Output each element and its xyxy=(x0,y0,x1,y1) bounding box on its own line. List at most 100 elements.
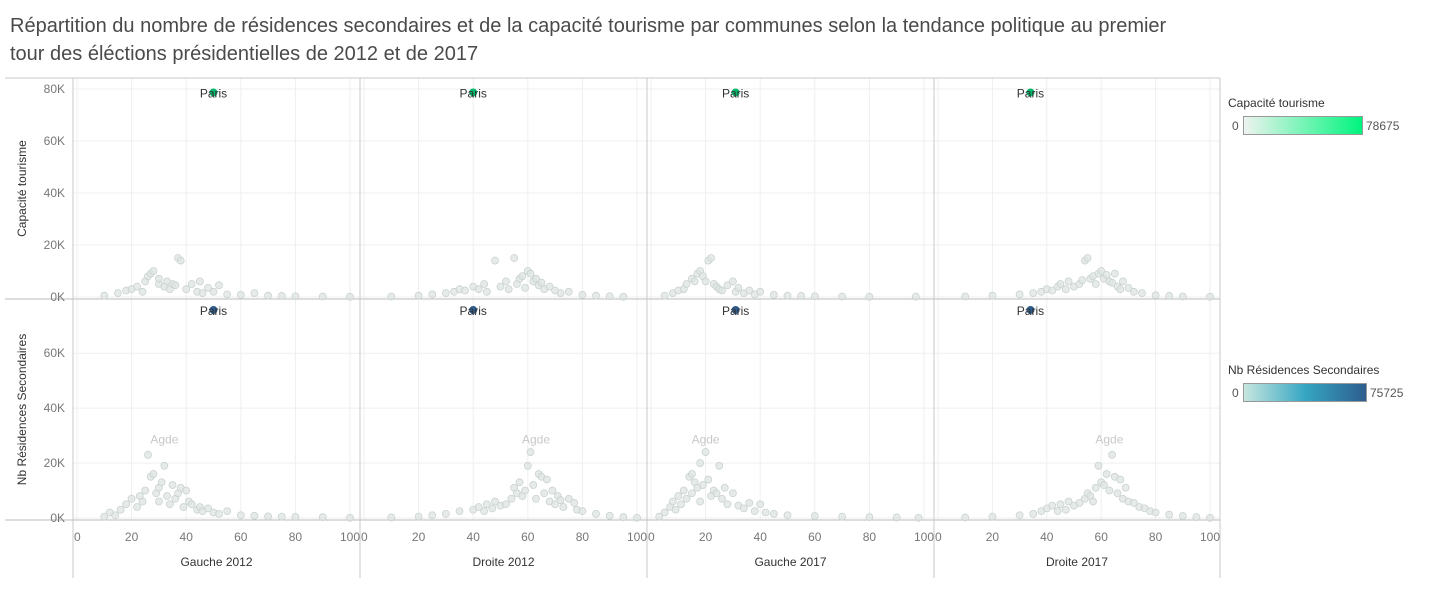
data-point xyxy=(250,511,259,520)
data-point xyxy=(701,277,710,286)
legend-scale: 0 78675 xyxy=(1228,116,1399,136)
y-axis-title: Nb Résidences Secondaires xyxy=(15,334,29,485)
x-axis-title: Droite 2012 xyxy=(472,555,534,569)
highlighted-point xyxy=(1026,306,1035,314)
point-label: Agde xyxy=(522,432,550,446)
data-point xyxy=(441,289,450,298)
point-label: Paris xyxy=(722,86,749,100)
x-tick-label: 80 xyxy=(1149,530,1163,544)
data-point xyxy=(729,489,737,498)
y-tick-label: 20K xyxy=(44,238,65,252)
x-tick-label: 40 xyxy=(467,530,481,544)
data-point xyxy=(264,512,273,521)
y-tick-label: 20K xyxy=(44,456,65,470)
data-point xyxy=(961,513,970,522)
data-point xyxy=(1151,291,1160,300)
x-tick-label: 80 xyxy=(863,530,877,544)
data-point xyxy=(545,282,554,291)
data-point xyxy=(154,274,163,283)
data-point xyxy=(277,292,286,300)
data-point xyxy=(1124,283,1133,292)
data-point xyxy=(1116,475,1125,484)
data-point xyxy=(507,494,516,503)
data-point xyxy=(491,256,499,265)
data-point xyxy=(701,448,710,456)
data-point xyxy=(1097,267,1106,275)
axis-layer: 0K 20K 40K 60K 80K Capacité tourisme 0K 20K 40K 6… xyxy=(15,82,1220,569)
data-point xyxy=(1129,498,1138,507)
data-point xyxy=(163,492,171,500)
data-point xyxy=(1102,270,1111,279)
data-point xyxy=(1108,450,1116,459)
data-point xyxy=(1165,292,1174,300)
data-point xyxy=(526,269,535,278)
point-label: Paris xyxy=(460,86,487,100)
data-point xyxy=(441,509,450,518)
data-point xyxy=(988,291,997,300)
data-point xyxy=(198,289,207,298)
y-tick-label: 60K xyxy=(44,346,65,360)
legend-capacite-tourisme: Capacité tourisme 0 78675 xyxy=(1228,96,1399,136)
data-point xyxy=(187,500,196,509)
data-point xyxy=(690,277,699,286)
data-point xyxy=(712,489,721,498)
data-point xyxy=(111,511,120,520)
data-point xyxy=(797,292,806,300)
data-point xyxy=(739,504,748,513)
data-point xyxy=(182,285,191,294)
x-tick-label: 60 xyxy=(1095,530,1109,544)
data-point xyxy=(504,285,513,294)
x-tick-label: 40 xyxy=(180,530,194,544)
x-tick-label: 40 xyxy=(1040,530,1054,544)
point-label: Paris xyxy=(1017,304,1044,318)
data-point xyxy=(187,280,196,288)
data-point xyxy=(1015,511,1024,520)
data-point xyxy=(209,287,218,296)
data-point xyxy=(523,461,532,470)
data-point xyxy=(633,513,641,522)
x-tick-label: 100 xyxy=(914,530,934,544)
legend-title: Nb Résidences Secondaires xyxy=(1228,363,1380,377)
y-tick-label: 0K xyxy=(50,511,65,525)
data-point xyxy=(1110,269,1119,278)
data-point xyxy=(182,486,191,495)
data-point xyxy=(537,278,546,287)
data-point xyxy=(745,286,754,295)
data-point xyxy=(783,511,792,520)
data-point xyxy=(564,494,573,503)
legend-color-ramp xyxy=(1243,116,1363,135)
data-point xyxy=(578,507,587,516)
data-point xyxy=(1178,292,1187,301)
legend-max-label: 78675 xyxy=(1366,119,1400,133)
data-point xyxy=(718,494,726,503)
data-point xyxy=(605,511,614,520)
y-tick-label: 0K xyxy=(50,290,65,304)
data-point xyxy=(1151,508,1160,517)
data-point xyxy=(291,292,300,301)
data-point xyxy=(1116,285,1125,294)
x-tick-label: 20 xyxy=(125,530,139,544)
data-point xyxy=(592,291,600,300)
data-point xyxy=(138,287,147,296)
data-point xyxy=(570,498,579,507)
x-tick-label: 60 xyxy=(234,530,248,544)
legend-color-ramp xyxy=(1243,383,1367,402)
x-tick-label: 100 xyxy=(627,530,647,544)
data-point xyxy=(133,282,141,291)
data-point xyxy=(810,512,819,520)
data-point xyxy=(745,498,754,507)
data-point xyxy=(223,290,232,299)
x-tick-label: 60 xyxy=(808,530,822,544)
data-point xyxy=(122,500,131,509)
data-point xyxy=(127,494,136,503)
data-point xyxy=(961,292,970,301)
data-point xyxy=(865,513,874,522)
data-point xyxy=(677,500,685,509)
x-tick-label: 40 xyxy=(754,530,768,544)
x-tick-label: 20 xyxy=(986,530,1000,544)
data-point xyxy=(688,470,696,478)
data-point xyxy=(911,292,920,301)
data-point xyxy=(698,481,707,489)
legend-scale: 0 75725 xyxy=(1228,383,1403,403)
data-point xyxy=(250,289,259,298)
